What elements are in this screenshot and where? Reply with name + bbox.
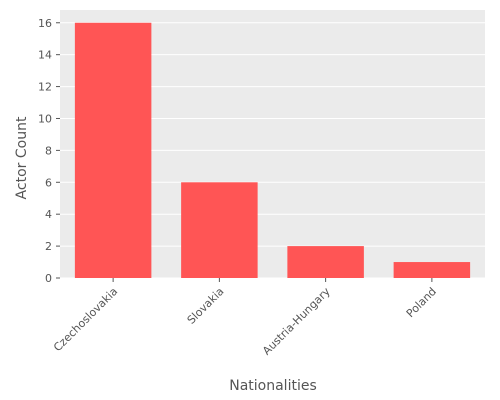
bar-czechoslovakia bbox=[74, 22, 152, 279]
x-tick-label: Czechoslovakia bbox=[51, 285, 120, 354]
y-tick-label: 0 bbox=[45, 272, 52, 285]
y-tick-label: 2 bbox=[45, 240, 52, 253]
x-axis-label: Nationalities bbox=[229, 378, 317, 394]
x-tick-label: Austria-Hungary bbox=[260, 285, 333, 358]
y-tick-label: 12 bbox=[38, 81, 52, 94]
bars bbox=[74, 22, 471, 279]
y-tick-label: 6 bbox=[45, 176, 52, 189]
y-tick-label: 10 bbox=[38, 112, 52, 125]
y-tick-labels: 0 2 4 6 8 10 12 14 16 bbox=[38, 17, 60, 285]
bar-poland bbox=[393, 262, 471, 278]
x-tick-label: Slovakia bbox=[185, 285, 227, 327]
bar-austria-hungary bbox=[287, 246, 364, 278]
bar-slovakia bbox=[181, 182, 258, 278]
x-tick-labels: Czechoslovakia Slovakia Austria-Hungary Pol… bbox=[51, 278, 439, 358]
y-tick-label: 16 bbox=[38, 17, 52, 30]
x-tick-label: Poland bbox=[404, 285, 439, 320]
y-axis-label: Actor Count bbox=[14, 116, 30, 199]
y-tick-label: 4 bbox=[45, 208, 52, 221]
y-tick-label: 14 bbox=[38, 49, 52, 62]
y-tick-label: 8 bbox=[45, 144, 52, 157]
